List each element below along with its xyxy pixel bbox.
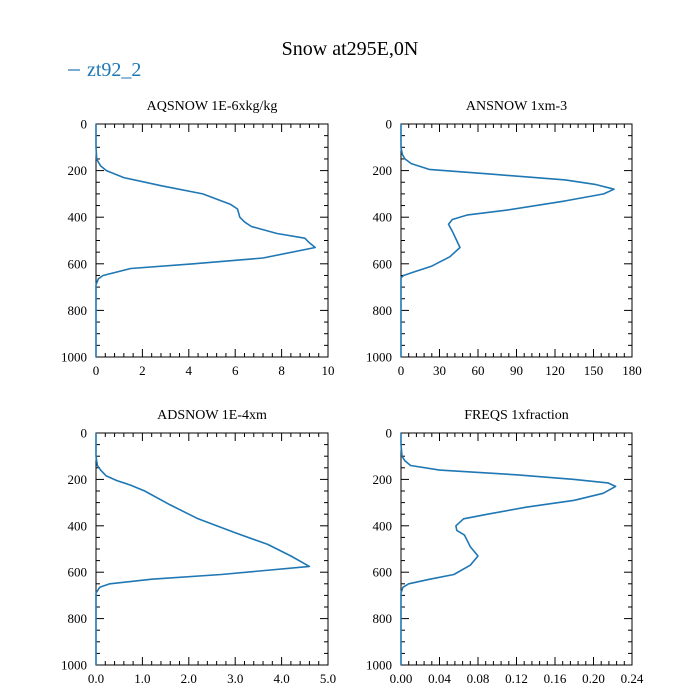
y-tick-label: 400 xyxy=(373,518,393,533)
x-tick-label: 2.0 xyxy=(181,671,197,686)
figure-title: Snow at295E,0N xyxy=(282,38,419,60)
panel-title: ANSNOW 1xm-3 xyxy=(466,99,567,114)
panel-4: FREQS 1xfraction 0.00 0.04 0.08 0.12 0.16 0.20… xyxy=(366,408,644,686)
y-tick-label: 600 xyxy=(68,565,88,580)
panel-title: AQSNOW 1E-6xkg/kg xyxy=(147,99,278,114)
y-tick-label: 0 xyxy=(386,117,393,132)
y-tick-label: 800 xyxy=(68,303,88,318)
series-line-zt92_2 xyxy=(95,433,311,665)
x-tick-label: 0.08 xyxy=(467,671,490,686)
x-tick-label: 0.12 xyxy=(505,671,528,686)
y-tick-label: 0 xyxy=(81,117,88,132)
x-tick-label: 4 xyxy=(186,363,193,378)
x-tick-label: 30 xyxy=(433,363,446,378)
x-tick-label: 1.0 xyxy=(134,671,150,686)
y-tick-label: 400 xyxy=(68,518,88,533)
x-tick-label: 4.0 xyxy=(273,671,289,686)
plot-frame xyxy=(95,123,329,358)
panels: AQSNOW 1E-6xkg/kg0 2 4 6 8 100200400600800100… xyxy=(61,99,644,686)
x-tick-label: 150 xyxy=(584,363,604,378)
y-tick-label: 400 xyxy=(373,210,393,225)
series-line-zt92_2 xyxy=(400,433,617,665)
y-tick-label: 200 xyxy=(68,472,88,487)
y-tick-label: 600 xyxy=(373,565,393,580)
x-tick-label: 0 xyxy=(93,363,100,378)
panel-1: AQSNOW 1E-6xkg/kg 0 2 4 6 8 10 0 200 400 600 800 100… xyxy=(61,99,335,378)
y-tick-label: 1000 xyxy=(61,658,87,673)
x-tick-label: 0.0 xyxy=(88,671,104,686)
panel-2: ANSNOW 1xm-3 0 30 60 90 120 150 180 0 200 400 600 80… xyxy=(366,99,642,378)
x-tick-label: 10 xyxy=(322,363,335,378)
y-tick-label: 800 xyxy=(373,303,393,318)
x-tick-label: 60 xyxy=(472,363,485,378)
plot-frame xyxy=(95,432,329,666)
series-line-zt92_2 xyxy=(400,124,615,357)
x-tick-label: 0.24 xyxy=(621,671,644,686)
legend-label: zt92_2 xyxy=(87,59,141,81)
y-tick-label: 1000 xyxy=(366,658,392,673)
y-tick-label: 800 xyxy=(373,611,393,626)
x-tick-label: 6 xyxy=(232,363,239,378)
panel-title: FREQS 1xfraction xyxy=(464,408,569,423)
x-tick-label: 0.20 xyxy=(582,671,605,686)
x-tick-label: 0.00 xyxy=(390,671,413,686)
x-tick-label: 0.16 xyxy=(544,671,567,686)
x-tick-label: 120 xyxy=(545,363,565,378)
y-tick-label: 200 xyxy=(373,472,393,487)
series-line-zt92_2 xyxy=(95,124,317,357)
y-tick-label: 0 xyxy=(81,426,88,441)
x-tick-label: 0 xyxy=(398,363,405,378)
y-tick-label: 600 xyxy=(373,256,393,271)
x-tick-label: 2 xyxy=(139,363,146,378)
y-tick-label: 200 xyxy=(68,163,88,178)
y-tick-label: 1000 xyxy=(366,350,392,365)
y-tick-label: 1000 xyxy=(61,350,87,365)
y-tick-label: 600 xyxy=(68,256,88,271)
y-tick-label: 0 xyxy=(386,426,393,441)
legend: zt92_2 xyxy=(68,59,141,81)
x-tick-label: 5.0 xyxy=(320,671,336,686)
y-tick-label: 400 xyxy=(68,210,88,225)
panel-title: ADSNOW 1E-4xm xyxy=(157,408,267,423)
x-tick-label: 90 xyxy=(510,363,523,378)
x-tick-label: 3.0 xyxy=(227,671,243,686)
y-tick-label: 800 xyxy=(68,611,88,626)
y-tick-label: 200 xyxy=(373,163,393,178)
x-tick-label: 8 xyxy=(278,363,285,378)
plot-frame xyxy=(400,432,633,666)
x-tick-label: 0.04 xyxy=(428,671,451,686)
plot-frame xyxy=(400,123,633,358)
x-tick-label: 180 xyxy=(622,363,642,378)
panel-3: ADSNOW 1E-4xm 0.0 1.0 2.0 3.0 4.0 5.0 0 200 400 60… xyxy=(61,408,336,686)
